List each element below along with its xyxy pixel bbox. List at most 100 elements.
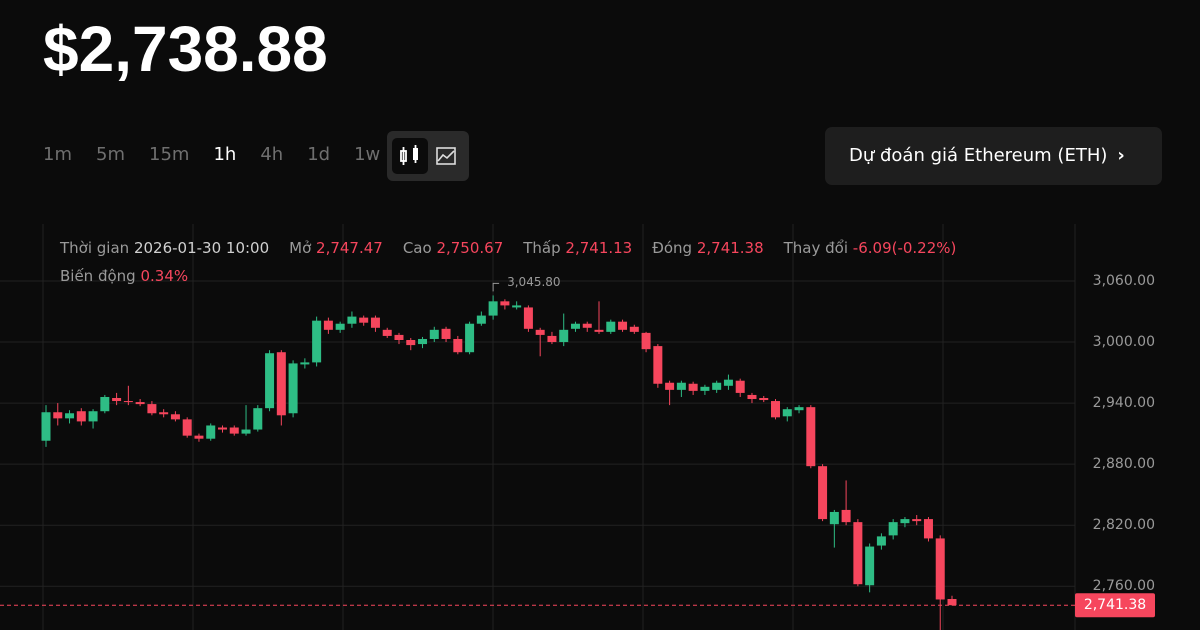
timeframe-option[interactable]: 15m [149, 144, 190, 165]
candle-body [923, 519, 933, 539]
timeframe-bar: 1m 5m 15m 1h 4h 1d 1w [43, 143, 404, 167]
candle-body [465, 323, 475, 353]
candle-body [818, 466, 828, 520]
candle-body [759, 398, 769, 401]
candle-body [217, 427, 227, 430]
candle-body [276, 352, 286, 416]
candle-body [665, 382, 675, 390]
timeframe-option[interactable]: 1w [354, 144, 381, 165]
info-label: Thấp [523, 239, 561, 257]
candle-body [641, 332, 651, 350]
candle-body [112, 398, 122, 402]
timeframe-option[interactable]: 1d [307, 144, 331, 165]
prediction-label: Dự đoán giá Ethereum (ETH) [849, 145, 1108, 166]
area-chart-button[interactable] [428, 138, 464, 174]
info-item: Cao 2,750.67 [403, 234, 503, 262]
annotation-label: 3,045.80 [507, 275, 560, 289]
candle-body [100, 396, 110, 412]
candle-body [912, 519, 922, 522]
y-tick-label: 3,000.00 [1093, 334, 1155, 350]
info-item: Thời gian 2026-01-30 10:00 [60, 234, 269, 262]
candle-body [359, 317, 369, 323]
candle-body [888, 522, 898, 536]
candle-body [535, 329, 545, 335]
candle-body [406, 340, 416, 346]
candle-body [241, 429, 251, 434]
candle-body [194, 435, 204, 439]
info-value: 2,741.13 [565, 239, 633, 257]
candle-body [935, 538, 945, 600]
candle-body [606, 321, 616, 332]
candle-body [323, 320, 333, 330]
y-tick-label: 3,060.00 [1093, 273, 1155, 289]
candle-body [76, 411, 86, 422]
info-value: -6.09(-0.22%) [852, 239, 957, 257]
candle-body [771, 401, 781, 418]
candle-body [206, 425, 216, 439]
candle-body [159, 412, 169, 415]
candle-body [453, 338, 463, 353]
candle-icon [400, 145, 418, 165]
info-value: 0.34% [140, 267, 189, 285]
candle-body [229, 427, 239, 434]
candle-body [723, 379, 733, 386]
candle-body [841, 509, 851, 523]
info-value: 2,750.67 [436, 239, 504, 257]
candle-body [829, 511, 839, 525]
candle-body [347, 316, 357, 324]
candle-body [523, 307, 533, 329]
candle-body [335, 323, 345, 330]
candle-body [700, 386, 710, 391]
prediction-button[interactable]: Dự đoán giá Ethereum (ETH) › [825, 127, 1162, 185]
candle-body [476, 315, 486, 324]
info-label: Biến động [60, 267, 136, 285]
chevron: › [1117, 145, 1125, 166]
current-price: $2,738.88 [43, 13, 328, 85]
timeframe-option[interactable]: 1h [213, 144, 237, 165]
candle-body [312, 320, 322, 363]
y-tick-label: 2,940.00 [1093, 395, 1155, 411]
candle-body [900, 519, 910, 524]
candle-body [794, 407, 804, 411]
candle-body [123, 401, 133, 403]
candle-body [570, 323, 580, 329]
area-icon [436, 147, 456, 165]
candle-body [288, 363, 298, 414]
info-value: 2026-01-30 10:00 [133, 239, 270, 257]
candle-body [382, 329, 392, 336]
candle-body [441, 328, 451, 339]
candle-body [559, 329, 569, 343]
timeframe-option[interactable]: 1m [43, 144, 72, 165]
y-tick-label: 2,760.00 [1093, 578, 1155, 594]
candle-body [88, 411, 98, 422]
candle-body [853, 522, 863, 585]
candle-body [582, 323, 592, 328]
candle-info: Thời gian 2026-01-30 10:00 Mở 2,747.47 Cao… [60, 234, 1060, 290]
candle-body [418, 338, 428, 345]
last-price-box [1075, 593, 1155, 618]
info-label: Thời gian [60, 239, 130, 257]
info-label: Thay đổi [783, 239, 849, 257]
candle-body [135, 402, 145, 405]
info-value: 2,747.47 [316, 239, 383, 257]
candle-body [876, 536, 886, 546]
candle-body [65, 413, 75, 419]
candle-body [170, 414, 180, 420]
info-item: Thay đổi -6.09(-0.22%) [784, 234, 957, 262]
candle-body [182, 419, 192, 436]
chart-type-toggle [387, 131, 469, 181]
candle-body [488, 301, 498, 316]
candle-body [676, 382, 686, 390]
candle-body [712, 382, 722, 390]
timeframe-option[interactable]: 4h [260, 144, 284, 165]
candle-body [253, 408, 263, 430]
info-label: Đóng [652, 239, 693, 257]
candle-body [429, 329, 439, 339]
y-tick-label: 2,820.00 [1093, 517, 1155, 533]
timeframe-option[interactable]: 5m [96, 144, 125, 165]
info-value: 2,741.38 [696, 239, 764, 257]
candle-chart-button[interactable] [392, 138, 428, 174]
candle-body [147, 404, 157, 414]
